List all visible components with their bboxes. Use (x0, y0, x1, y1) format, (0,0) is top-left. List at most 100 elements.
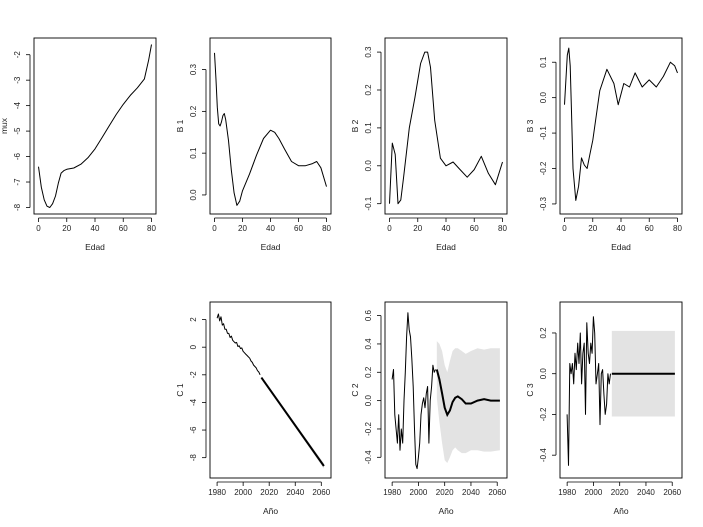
plot-frame (559, 37, 683, 215)
y-tick-label: 0.4 (364, 338, 373, 350)
x-tick-label: 40 (617, 224, 626, 233)
x-tick-label: 40 (266, 224, 275, 233)
x-tick-label: 2040 (286, 488, 304, 497)
y-tick-label: -6 (189, 426, 198, 434)
y-tick-label: -2 (13, 51, 22, 59)
x-tick-label: 2060 (663, 488, 681, 497)
y-tick-label: -8 (13, 203, 22, 211)
x-tick-label: 2000 (585, 488, 603, 497)
x-tick-label: 60 (294, 224, 303, 233)
y-tick-label: 0.0 (539, 368, 548, 380)
x-axis-title: Año (263, 506, 278, 516)
y-tick-label: -7 (13, 178, 22, 186)
x-tick-label: 80 (673, 224, 682, 233)
x-tick-label: 80 (322, 224, 331, 233)
y-tick-label: 0.0 (364, 160, 373, 172)
y-axis-title: B 2 (350, 119, 360, 132)
series-line (391, 312, 436, 470)
y-tick-label: 0.3 (189, 63, 198, 75)
x-tick-label: 2060 (312, 488, 330, 497)
x-tick-label: 60 (645, 224, 654, 233)
x-axis-title: Edad (611, 242, 631, 252)
x-tick-label: 2020 (260, 488, 278, 497)
x-tick-label: 2060 (488, 488, 506, 497)
x-tick-label: 2020 (611, 488, 629, 497)
x-tick-label: 40 (91, 224, 100, 233)
y-tick-label: -0.1 (539, 126, 548, 140)
x-axis-title: Edad (436, 242, 456, 252)
y-axis-title: B 3 (525, 119, 535, 132)
y-tick-label: -2 (189, 371, 198, 379)
y-tick-label: 0.3 (364, 46, 373, 58)
x-tick-label: 40 (442, 224, 451, 233)
x-tick-label: 80 (147, 224, 156, 233)
forecast-line (260, 377, 325, 467)
y-tick-label: 0.2 (364, 84, 373, 96)
y-tick-label: 0.1 (539, 56, 548, 68)
x-tick-label: 20 (588, 224, 597, 233)
y-tick-label: -4 (13, 102, 22, 110)
x-tick-label: 20 (238, 224, 247, 233)
x-tick-label: 0 (212, 224, 217, 233)
x-tick-label: 2040 (462, 488, 480, 497)
y-axis-title: C 3 (525, 383, 535, 397)
plot-frame (384, 37, 508, 215)
x-tick-label: 60 (470, 224, 479, 233)
x-tick-label: 2000 (234, 488, 252, 497)
x-tick-label: 0 (36, 224, 41, 233)
series-line (214, 52, 327, 206)
x-tick-label: 60 (119, 224, 128, 233)
panel-b2: 0 20 40 60 80 Edad -0.1 0.0 0.1 0.2 0.3 B 2 (350, 37, 508, 252)
y-tick-label: -0.2 (539, 407, 548, 421)
x-tick-label: 1980 (558, 488, 576, 497)
x-tick-label: 2040 (637, 488, 655, 497)
x-axis-title: Año (613, 506, 628, 516)
y-tick-label: 0.0 (364, 395, 373, 407)
series-line (38, 44, 152, 208)
y-tick-label: -0.2 (364, 422, 373, 436)
series-line (566, 316, 611, 466)
y-tick-label: 0.2 (364, 366, 373, 378)
panel-b3: 0 20 40 60 80 Edad -0.3 -0.2 -0.1 0.0 0.1 B 3 (525, 37, 683, 252)
y-tick-label: -0.4 (539, 448, 548, 462)
y-tick-label: 2 (189, 317, 198, 322)
forecast-line (435, 369, 500, 418)
panel-b1: 0 20 40 60 80 Edad 0.0 0.1 0.2 0.3 B 1 (175, 37, 332, 252)
y-tick-label: -6 (13, 152, 22, 160)
y-tick-label: 0.0 (189, 189, 198, 201)
series-line (564, 47, 678, 201)
y-axis-title: C 1 (175, 383, 185, 397)
plot-frame (209, 301, 332, 479)
x-axis-title: Año (438, 506, 453, 516)
y-tick-label: -3 (13, 76, 22, 84)
plot-frame (559, 301, 683, 479)
y-tick-label: -8 (189, 454, 198, 462)
plot-frame (209, 37, 332, 215)
y-tick-label: -4 (189, 398, 198, 406)
y-tick-label: -0.4 (364, 450, 373, 464)
y-axis-title: mux (0, 117, 9, 134)
x-tick-label: 2020 (436, 488, 454, 497)
panel-mux: 0 20 40 60 80 Edad -8 -7 -6 -5 -4 -3 -2 mux (0, 37, 157, 252)
x-tick-label: 1980 (208, 488, 226, 497)
x-axis-title: Edad (261, 242, 281, 252)
y-tick-label: 0.6 (364, 309, 373, 321)
x-tick-label: 20 (62, 224, 71, 233)
y-tick-label: 0.2 (189, 105, 198, 117)
y-axis-title: C 2 (350, 383, 360, 397)
y-tick-label: -0.2 (539, 161, 548, 175)
x-tick-label: 80 (498, 224, 507, 233)
y-tick-label: 0.2 (539, 327, 548, 339)
x-axis-title: Edad (85, 242, 105, 252)
y-tick-label: -0.3 (539, 197, 548, 211)
x-tick-label: 2000 (410, 488, 428, 497)
panel-c2: 1980 2000 2020 2040 2060 Año -0.4 -0.2 0.0 0.2 0.4… (350, 301, 508, 516)
x-tick-label: 1980 (383, 488, 401, 497)
x-tick-label: 0 (562, 224, 567, 233)
y-axis-title: B 1 (175, 119, 185, 132)
plot-frame (33, 37, 157, 215)
y-tick-label: 0 (189, 344, 198, 349)
x-tick-label: 0 (387, 224, 392, 233)
series-line (216, 313, 261, 376)
